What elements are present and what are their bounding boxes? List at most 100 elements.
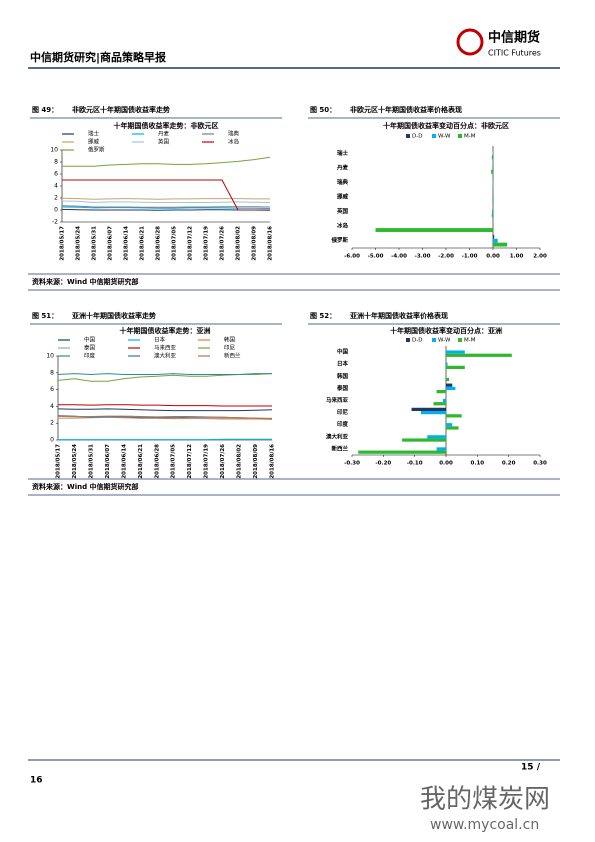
logo-mark [456, 28, 484, 56]
bar [446, 362, 448, 366]
y-tick-label: 0 [50, 437, 54, 444]
bar [493, 198, 494, 203]
y-tick-label: 8 [50, 369, 54, 376]
category-label: 冰岛 [337, 222, 349, 230]
series-line [62, 179, 270, 211]
bar [436, 390, 446, 394]
x-tick-label: 0.10 [471, 461, 485, 467]
legend-label: M-M [464, 134, 476, 140]
category-label: 印尼 [337, 408, 349, 416]
x-tick-label: 2018/08/16 [268, 226, 274, 261]
x-tick-label: -5.00 [368, 254, 384, 260]
header-title: 中信期货研究|商品策略早报 [30, 50, 167, 64]
y-tick-label: 10 [46, 353, 54, 360]
page-number: 16 [30, 776, 43, 786]
x-tick-label: 2018/08/02 [237, 444, 243, 479]
legend-swatch [432, 134, 436, 138]
bar [446, 353, 512, 357]
series-line [62, 156, 271, 167]
y-tick-label: 0 [54, 207, 58, 214]
x-tick-label: 2018/05/24 [76, 226, 82, 261]
watermark-url: www.mycoal.cn [430, 817, 539, 833]
x-tick-label: 2018/08/02 [236, 226, 242, 261]
x-tick-label: 2018/06/21 [138, 444, 144, 479]
x-tick-label: -4.00 [391, 254, 407, 260]
category-label: 英国 [337, 207, 349, 215]
legend-label: 新西兰 [224, 352, 241, 360]
y-tick-label: 2 [50, 420, 54, 427]
bar [492, 165, 493, 170]
category-label: 泰国 [336, 384, 349, 392]
page-of: 15 / [521, 763, 541, 773]
x-tick-label: -0.30 [344, 461, 360, 467]
legend-label: 丹麦 [158, 130, 170, 138]
x-tick-label: 2018/05/17 [56, 444, 62, 479]
y-tick-label: -2 [52, 219, 58, 226]
category-label: 韩国 [337, 372, 349, 380]
x-tick-label: 2018/08/09 [253, 444, 259, 479]
bar [446, 386, 456, 391]
bar [493, 242, 508, 247]
x-tick-label: 2018/08/16 [270, 444, 276, 479]
legend-label: 韩国 [224, 336, 236, 344]
logo-en: CITIC Futures [488, 49, 541, 58]
legend-label: 瑞典 [228, 130, 240, 138]
watermark-text: 我的煤炭网 [420, 785, 550, 815]
source-note: 资料来源：Wind 中信期货研究部 [32, 277, 139, 286]
bar [402, 438, 446, 442]
legend-swatch [432, 338, 436, 342]
x-tick-label: 2018/06/14 [124, 226, 130, 261]
figure-caption: 亚洲十年期国债收益率走势 [72, 311, 156, 320]
figure-caption: 非欧元区十年期国债收益率走势 [72, 105, 170, 114]
category-label: 俄罗斯 [330, 236, 348, 244]
legend-label: D-D [412, 338, 422, 344]
x-tick-label: -1.00 [462, 254, 478, 260]
x-tick-label: 2018/06/14 [121, 444, 127, 479]
series-line [61, 205, 271, 208]
bar [446, 383, 453, 387]
x-tick-label: -3.00 [415, 254, 431, 260]
x-tick-label: 2018/06/21 [140, 226, 146, 261]
legend-label: 中国 [84, 336, 96, 344]
legend-swatch [458, 338, 462, 342]
x-tick-label: 2018/05/31 [88, 444, 94, 479]
x-tick-label: 2018/06/28 [156, 226, 162, 261]
legend-label: 印度 [84, 352, 96, 360]
x-tick-label: 2.00 [533, 254, 547, 260]
x-tick-label: 0.00 [439, 461, 453, 467]
legend-label: 印尼 [224, 345, 236, 352]
bar [436, 447, 446, 451]
bar [427, 435, 446, 439]
x-tick-label: -0.10 [407, 461, 423, 467]
source-note: 资料来源：Wind 中信期货研究部 [32, 482, 139, 491]
x-tick-label: 0.30 [533, 461, 547, 467]
y-tick-label: 10 [50, 147, 58, 154]
legend-label: W-W [438, 134, 451, 140]
category-label: 日本 [337, 360, 349, 368]
figure-caption: 亚洲十年期国债收益率价格表现 [350, 311, 448, 320]
category-label: 瑞典 [337, 178, 349, 186]
figure-label: 图 50： [310, 105, 336, 114]
chart-title: 十年期国债收益率走势：非欧元区 [114, 121, 219, 130]
legend-swatch [458, 134, 462, 138]
x-tick-label: -6.00 [344, 254, 360, 260]
legend-label: 挪威 [88, 138, 100, 146]
bar [492, 195, 493, 199]
x-tick-label: 1.00 [510, 254, 524, 260]
category-label: 马来西亚 [326, 396, 349, 404]
bar [420, 410, 446, 415]
bar [442, 398, 446, 403]
x-tick-label: 2018/05/24 [72, 444, 78, 479]
category-label: 瑞士 [337, 149, 349, 157]
chart-title: 十年期国债收益率变动百分点：亚洲 [390, 326, 502, 335]
bar [491, 169, 493, 174]
series-line [57, 373, 272, 376]
x-tick-label: 2018/05/31 [92, 226, 98, 261]
y-tick-label: 8 [54, 159, 58, 166]
category-label: 新西兰 [331, 444, 348, 452]
figure-caption: 非欧元区十年期国债收益率价格表现 [350, 105, 462, 114]
legend-swatch [406, 134, 410, 138]
bar [358, 450, 446, 454]
series-line [61, 206, 271, 209]
